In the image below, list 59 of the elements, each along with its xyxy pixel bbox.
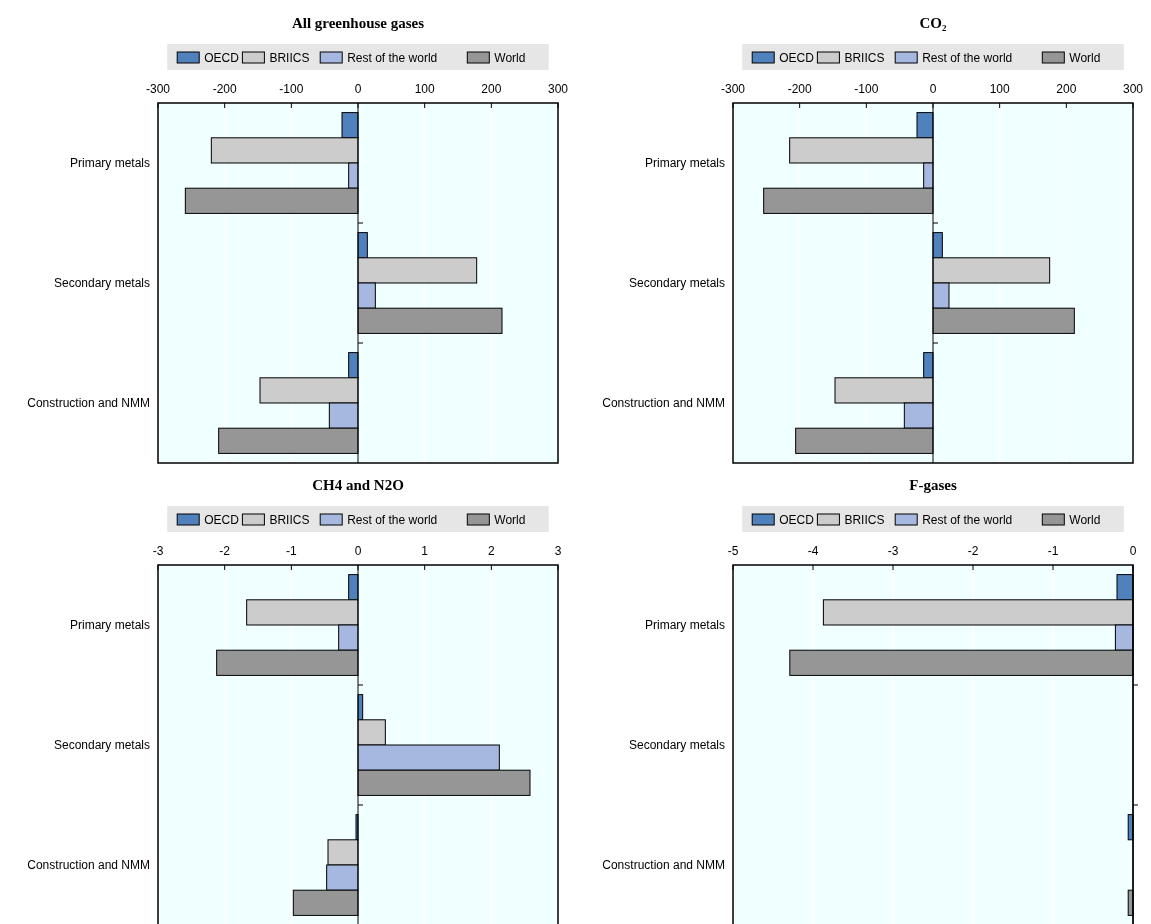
- chart-title: CO₂: [919, 15, 947, 31]
- legend-label: Rest of the world: [347, 513, 438, 527]
- y-tick-label: Primary metals: [644, 156, 725, 170]
- x-tick-label: 0: [1129, 544, 1137, 558]
- legend-label: OECD: [204, 513, 240, 527]
- x-tick-label: 1: [421, 544, 429, 558]
- legend-label: BRIICS: [844, 513, 885, 527]
- x-tick-label: -3: [887, 544, 899, 558]
- legend-label: World: [1069, 51, 1101, 65]
- y-tick-label: Primary metals: [69, 156, 150, 170]
- x-tick-label: -2: [967, 544, 979, 558]
- x-tick-label: -5: [727, 544, 739, 558]
- x-tick-label: 300: [547, 82, 569, 96]
- x-tick-label: 2: [487, 544, 495, 558]
- x-tick-label: -200: [212, 82, 237, 96]
- x-tick-label: -300: [145, 82, 171, 96]
- x-tick-label: 100: [989, 82, 1010, 96]
- chart-title: F-gases: [909, 477, 957, 493]
- x-tick-label: 200: [481, 82, 502, 96]
- y-tick-label: Secondary metals: [628, 738, 725, 752]
- legend-label: BRIICS: [844, 51, 885, 65]
- x-tick-label: 0: [354, 544, 362, 558]
- legend-label: World: [494, 51, 526, 65]
- legend-label: OECD: [779, 51, 815, 65]
- legend-label: OECD: [779, 513, 815, 527]
- legend-label: BRIICS: [269, 513, 310, 527]
- x-tick-label: 0: [354, 82, 362, 96]
- x-tick-label: 100: [414, 82, 435, 96]
- chart-title: CH4 and N2O: [312, 477, 404, 493]
- y-tick-label: Construction and NMM: [27, 858, 150, 872]
- x-tick-label: -1: [286, 544, 297, 558]
- x-tick-label: -300: [720, 82, 746, 96]
- x-tick-label: -1: [1047, 544, 1059, 558]
- legend-label: BRIICS: [269, 51, 310, 65]
- x-tick-label: 300: [1122, 82, 1144, 96]
- y-tick-label: Construction and NMM: [602, 858, 725, 872]
- y-tick-label: Secondary metals: [53, 738, 150, 752]
- y-tick-label: Primary metals: [69, 618, 150, 632]
- legend-label: Rest of the world: [347, 51, 438, 65]
- legend-label: World: [1069, 513, 1101, 527]
- x-tick-label: -200: [787, 82, 812, 96]
- legend-label: OECD: [204, 51, 240, 65]
- y-tick-label: Secondary metals: [53, 276, 150, 290]
- legend-label: Rest of the world: [922, 513, 1013, 527]
- x-tick-label: 200: [1056, 82, 1077, 96]
- y-tick-label: Construction and NMM: [602, 396, 725, 410]
- x-tick-label: 0: [929, 82, 937, 96]
- legend-label: Rest of the world: [922, 51, 1013, 65]
- x-tick-label: -3: [152, 544, 164, 558]
- x-tick-label: -4: [807, 544, 819, 558]
- x-tick-label: -2: [219, 544, 231, 558]
- y-tick-label: Secondary metals: [628, 276, 725, 290]
- x-tick-label: 3: [554, 544, 562, 558]
- x-tick-label: -100: [279, 82, 304, 96]
- x-tick-label: -100: [854, 82, 879, 96]
- y-tick-label: Primary metals: [644, 618, 725, 632]
- y-tick-label: Construction and NMM: [27, 396, 150, 410]
- legend-label: World: [494, 513, 526, 527]
- chart-title: All greenhouse gases: [291, 15, 425, 31]
